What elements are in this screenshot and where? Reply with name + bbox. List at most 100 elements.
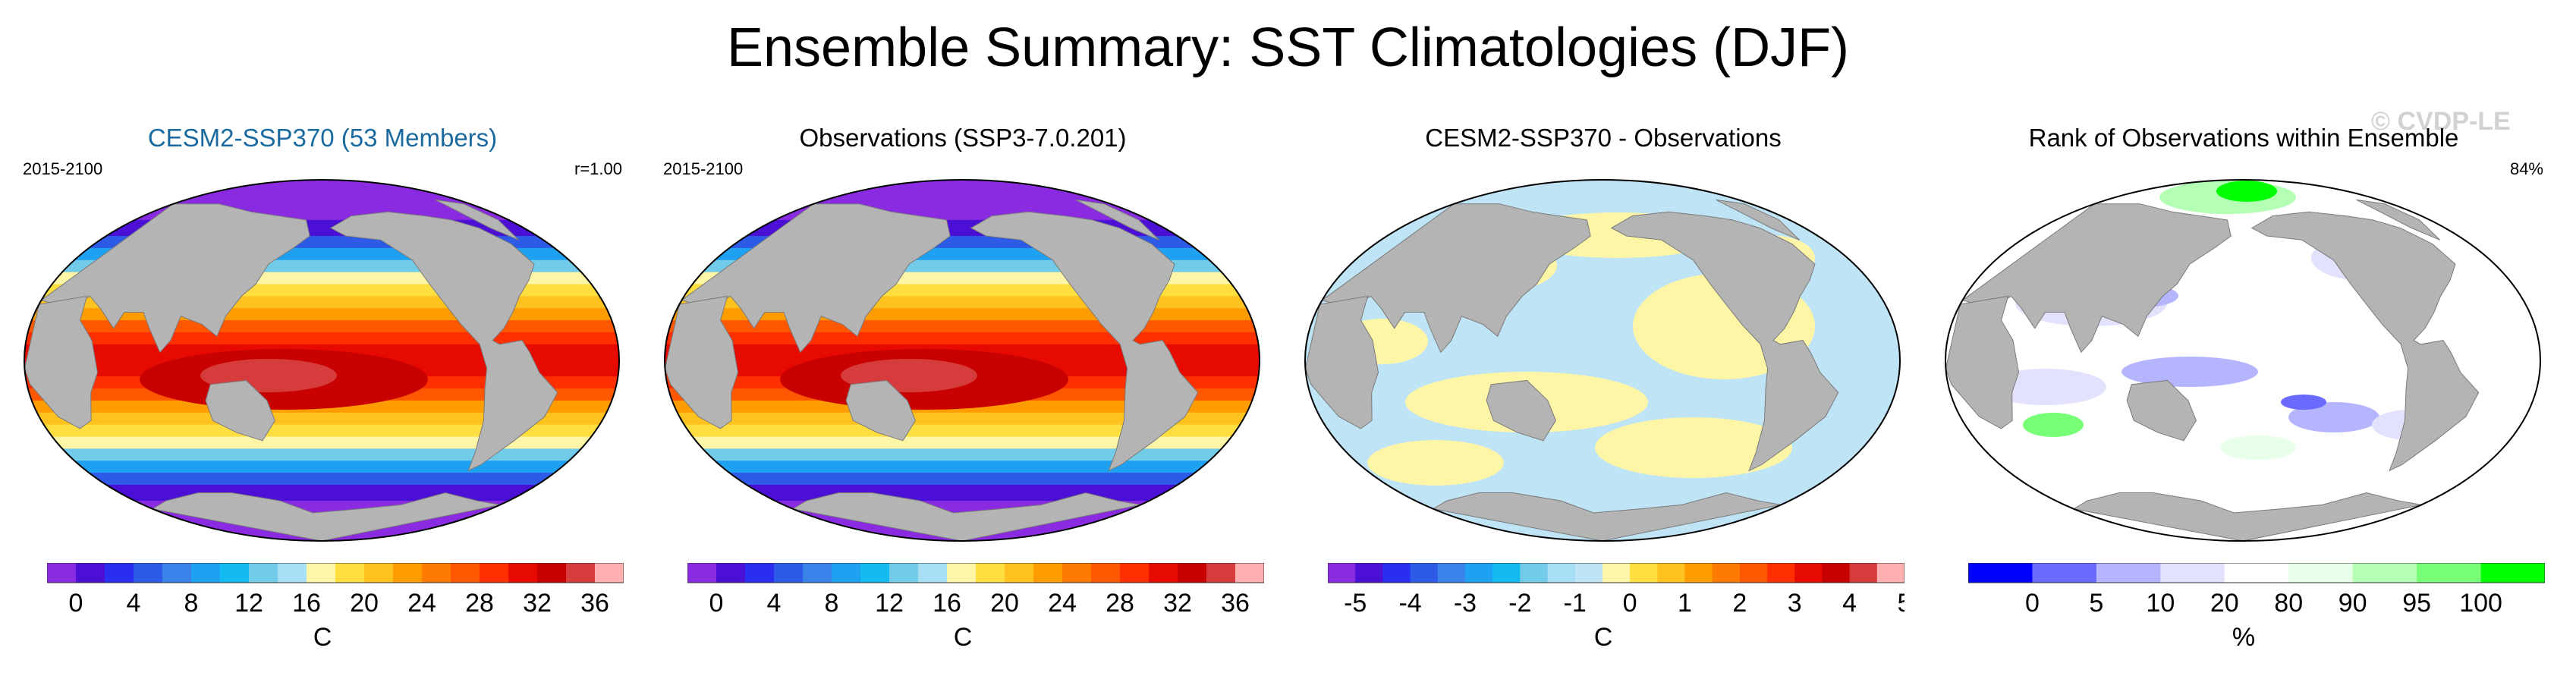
colorbar-swatch — [508, 563, 538, 583]
land-australia — [205, 379, 275, 442]
colorbar-swatch — [1794, 563, 1823, 583]
colorbar-swatch — [1574, 563, 1603, 583]
colorbar-tick-label: 32 — [523, 589, 552, 618]
colorbar-swatch — [1005, 563, 1034, 583]
colorbar-swatch — [2160, 563, 2225, 583]
land-americas — [1610, 211, 1839, 472]
colorbar-tick-label: 36 — [1221, 589, 1250, 618]
colorbar-tick-label: 0 — [69, 589, 83, 618]
colorbar-swatch — [1410, 563, 1439, 583]
colorbar-swatch — [1602, 563, 1631, 583]
land-greenland — [435, 199, 520, 241]
land-antarctica — [151, 492, 501, 541]
land-africa — [665, 295, 739, 429]
colorbar-swatch — [451, 563, 480, 583]
land-asia — [40, 203, 310, 354]
colorbar-swatch — [976, 563, 1005, 583]
map — [1304, 179, 1901, 542]
colorbar-swatch — [2096, 563, 2161, 583]
colorbar-tick-label: 4 — [1842, 589, 1857, 618]
colorbar-swatch — [191, 563, 221, 583]
colorbar-swatch — [1968, 563, 2033, 583]
colorbar-swatch — [220, 563, 250, 583]
colorbar-swatch — [1091, 563, 1121, 583]
colorbar-swatch — [1464, 563, 1493, 583]
land-antarctica — [2072, 492, 2422, 541]
colorbar-swatch — [76, 563, 105, 583]
colorbar-tick-label: 0 — [709, 589, 724, 618]
colorbar-swatch — [745, 563, 775, 583]
colorbar-swatch — [1657, 563, 1685, 583]
colorbar-swatch — [278, 563, 307, 583]
colorbar-tick-label: 90 — [2339, 589, 2367, 618]
land-americas — [970, 211, 1199, 472]
rank-region — [2220, 435, 2296, 460]
colorbar-swatch — [2032, 563, 2097, 583]
panel-title: CESM2-SSP370 - Observations — [1425, 124, 1782, 152]
colorbar-unit: % — [2232, 623, 2256, 652]
colorbar-tick-label: 24 — [407, 589, 436, 618]
colorbar-swatch — [422, 563, 451, 583]
land-antarctica — [1432, 492, 1782, 541]
map-border — [24, 179, 620, 542]
colorbar-swatch — [1822, 563, 1851, 583]
colorbar-tick-label: 8 — [825, 589, 839, 618]
colorbar-tick-label: 16 — [933, 589, 961, 618]
colorbar-tick-label: 95 — [2402, 589, 2431, 618]
colorbar: 0 4 8 12 16 20 24 28 32 36 — [687, 563, 1264, 618]
colorbar-swatch — [1520, 563, 1549, 583]
colorbar-swatch — [335, 563, 365, 583]
colorbar: 0 5 10 20 80 90 95 100 — [1968, 563, 2545, 618]
colorbar-tick-label: 2 — [1732, 589, 1747, 618]
colorbar-swatch — [47, 563, 77, 583]
colorbar-tick-label: 24 — [1048, 589, 1077, 618]
land-africa — [1945, 295, 2020, 429]
panel-difference: CESM2-SSP370 - Observations -5 -4 -3 -2 -1 0 1… — [1288, 121, 1918, 668]
colorbar-swatch — [1492, 563, 1521, 583]
colorbar-tick-label: 28 — [465, 589, 494, 618]
colorbar-swatch — [1712, 563, 1741, 583]
colorbar-tick-label: 5 — [1898, 589, 1904, 618]
land-asia — [1961, 203, 2232, 354]
colorbar-swatch — [1876, 563, 1904, 583]
colorbar-swatch — [2288, 563, 2354, 583]
land-greenland — [1716, 199, 1801, 241]
colorbar-tick-label: -1 — [1564, 589, 1587, 618]
panel-observations: Observations (SSP3-7.0.201) 2015-2100 0 4… — [648, 121, 1278, 668]
colorbar-swatch — [1630, 563, 1658, 583]
stat-label: r=1.00 — [574, 159, 622, 178]
colorbar-tick-label: 4 — [767, 589, 782, 618]
colorbar-swatch — [1328, 563, 1356, 583]
land-greenland — [2356, 199, 2441, 241]
colorbar-tick-label: 28 — [1106, 589, 1134, 618]
land-greenland — [1075, 199, 1160, 241]
colorbar-unit: C — [953, 623, 973, 652]
colorbar-tick-label: 100 — [2459, 589, 2502, 618]
period-label: 2015-2100 — [663, 159, 744, 178]
colorbar-swatch — [2224, 563, 2289, 583]
land-antarctica — [791, 492, 1141, 541]
land-asia — [681, 203, 951, 354]
colorbar-swatch — [832, 563, 861, 583]
map — [664, 179, 1260, 542]
colorbar-swatch — [1149, 563, 1178, 583]
colorbar-swatch — [249, 563, 278, 583]
colorbar-tick-label: 0 — [2025, 589, 2040, 618]
colorbar-swatch — [566, 563, 596, 583]
colorbar-tick-label: -5 — [1344, 589, 1367, 618]
watermark: © CVDP-LE — [2371, 107, 2511, 136]
land-australia — [845, 379, 916, 442]
rank-region — [2281, 395, 2326, 410]
colorbar-swatch — [105, 563, 134, 583]
colorbar-swatch — [1033, 563, 1063, 583]
colorbar-swatch — [1062, 563, 1092, 583]
colorbar-swatch — [889, 563, 919, 583]
rank-region — [2288, 402, 2379, 432]
rank-region — [2122, 357, 2258, 387]
colorbar-swatch — [595, 563, 624, 583]
colorbar-swatch — [2352, 563, 2417, 583]
land-americas — [2250, 211, 2480, 472]
colorbar-unit: C — [313, 623, 332, 652]
colorbar-tick-label: 20 — [2210, 589, 2239, 618]
colorbar-tick-label: 8 — [184, 589, 199, 618]
